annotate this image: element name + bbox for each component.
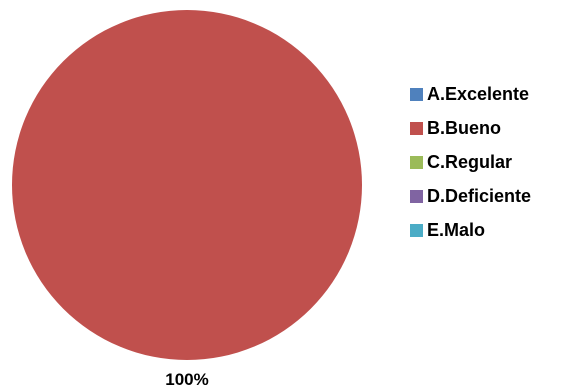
data-label-b-bueno: 100% [165, 370, 208, 389]
legend-swatch-e-malo [410, 224, 423, 237]
legend-label-d-deficiente: D.Deficiente [427, 186, 532, 206]
legend-item-c-regular: C.Regular [410, 152, 574, 173]
legend-label-b-bueno: B.Bueno [427, 118, 501, 138]
legend-item-b-bueno: B.Bueno [410, 118, 574, 139]
pie-slices [12, 10, 362, 360]
legend-swatch-a-excelente [410, 88, 423, 101]
legend-swatch-b-bueno [410, 122, 423, 135]
legend-swatch-c-regular [410, 156, 423, 169]
legend-label-a-excelente: A.Excelente [427, 84, 530, 104]
pie-slice-b-bueno [12, 10, 362, 360]
legend-item-a-excelente: A.Excelente [410, 84, 574, 105]
legend: A.Excelente B.Bueno C.Regular D.Deficien… [410, 84, 574, 254]
legend-label-c-regular: C.Regular [427, 152, 513, 172]
legend-label-e-malo: E.Malo [427, 220, 486, 240]
legend-swatch-d-deficiente [410, 190, 423, 203]
legend-item-d-deficiente: D.Deficiente [410, 186, 574, 207]
legend-item-e-malo: E.Malo [410, 220, 574, 241]
